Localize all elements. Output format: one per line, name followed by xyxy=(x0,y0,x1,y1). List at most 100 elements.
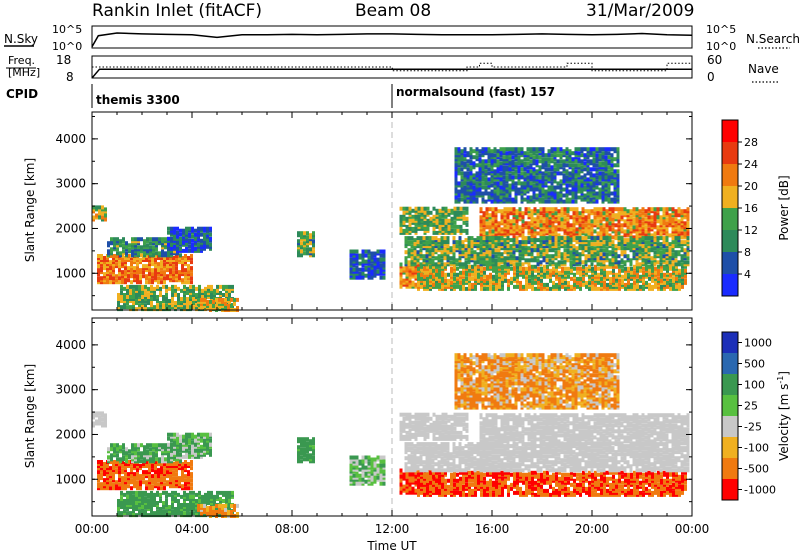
power-cell xyxy=(119,251,122,256)
power-cell xyxy=(535,153,539,158)
power-cell xyxy=(486,276,489,281)
power-cell xyxy=(127,274,130,279)
power-cell xyxy=(426,264,429,269)
power-cell xyxy=(497,227,501,232)
power-cell xyxy=(686,227,690,232)
power-cell xyxy=(173,236,176,241)
power-cell xyxy=(591,284,594,289)
power-cell xyxy=(572,248,576,253)
power-cell xyxy=(556,171,560,176)
power-cell xyxy=(527,227,531,232)
power-cell xyxy=(678,278,681,283)
power-cell xyxy=(579,282,582,287)
power-cell xyxy=(656,207,660,212)
power-cell xyxy=(527,262,531,267)
power-cell xyxy=(590,262,594,267)
power-cell xyxy=(228,301,231,305)
power-cell xyxy=(512,238,516,243)
power-cell xyxy=(647,252,651,257)
power-cell xyxy=(125,241,128,246)
power-cell xyxy=(213,288,216,293)
power-cell xyxy=(399,262,403,267)
power-cell xyxy=(586,147,590,152)
power-cell xyxy=(623,229,627,234)
power-cell xyxy=(513,284,516,289)
power-cell xyxy=(577,157,581,162)
power-cell xyxy=(98,209,101,214)
power-cell xyxy=(542,227,546,232)
power-cell xyxy=(623,254,627,259)
power-cell xyxy=(109,274,112,279)
power-cell xyxy=(465,216,469,221)
power-cell xyxy=(483,278,486,283)
power-cell xyxy=(163,256,166,260)
power-cell xyxy=(184,260,187,265)
power-cell xyxy=(152,245,155,250)
power-cell xyxy=(596,215,600,220)
power-cell xyxy=(488,244,492,249)
power-cell xyxy=(585,266,588,271)
power-cell xyxy=(595,185,599,190)
power-cell xyxy=(469,159,473,164)
power-cell xyxy=(209,226,212,231)
power-cell xyxy=(568,149,572,154)
power-cell xyxy=(470,246,474,251)
power-cell xyxy=(547,167,551,172)
power-cell xyxy=(434,248,438,253)
power-cell xyxy=(413,252,417,257)
power-cell xyxy=(485,244,489,249)
power-cell xyxy=(587,254,591,259)
power-cell xyxy=(544,153,548,158)
power-cell xyxy=(577,171,581,176)
power-cell xyxy=(460,181,464,186)
power-cell xyxy=(494,242,498,247)
power-cell xyxy=(566,231,570,236)
power-cell xyxy=(411,268,415,273)
power-cell xyxy=(453,276,456,281)
power-cell xyxy=(160,274,163,279)
power-cell xyxy=(455,246,459,251)
power-cell xyxy=(414,208,418,213)
power-cell xyxy=(657,276,660,281)
power-cell xyxy=(467,256,471,261)
power-cell xyxy=(544,171,548,176)
power-cell xyxy=(411,280,415,285)
power-cell xyxy=(502,183,506,188)
power-cell xyxy=(170,248,173,253)
power-cell xyxy=(674,244,678,249)
power-cell xyxy=(524,221,528,226)
power-cell xyxy=(580,189,584,194)
power-cell xyxy=(562,173,566,178)
power-cell xyxy=(636,284,639,289)
power-cell xyxy=(624,282,627,287)
power-cell xyxy=(218,297,221,302)
power-cell xyxy=(569,252,573,257)
power-cell xyxy=(662,244,666,249)
power-cell xyxy=(164,237,167,242)
power-cell xyxy=(435,208,439,213)
power-cell xyxy=(583,197,587,202)
power-cell xyxy=(568,159,572,164)
power-cell xyxy=(550,181,554,186)
power-cell xyxy=(515,227,519,232)
power-cell xyxy=(526,169,530,174)
power-cell xyxy=(596,258,600,263)
power-cell xyxy=(206,304,209,308)
power-cell xyxy=(512,225,516,230)
power-cell xyxy=(469,197,473,202)
power-cell xyxy=(230,304,233,308)
power-cell xyxy=(95,213,98,218)
power-cell xyxy=(422,258,426,263)
power-cell xyxy=(541,157,545,162)
power-cell xyxy=(488,207,492,212)
power-cell xyxy=(157,280,160,285)
power-cell xyxy=(618,268,621,273)
power-cell xyxy=(559,147,563,152)
power-cell xyxy=(138,291,141,295)
power-cell xyxy=(557,227,561,232)
power-cell xyxy=(417,266,420,271)
power-cell xyxy=(431,240,435,245)
power-cell xyxy=(538,183,542,188)
power-cell xyxy=(541,189,545,194)
power-cell xyxy=(538,171,542,176)
